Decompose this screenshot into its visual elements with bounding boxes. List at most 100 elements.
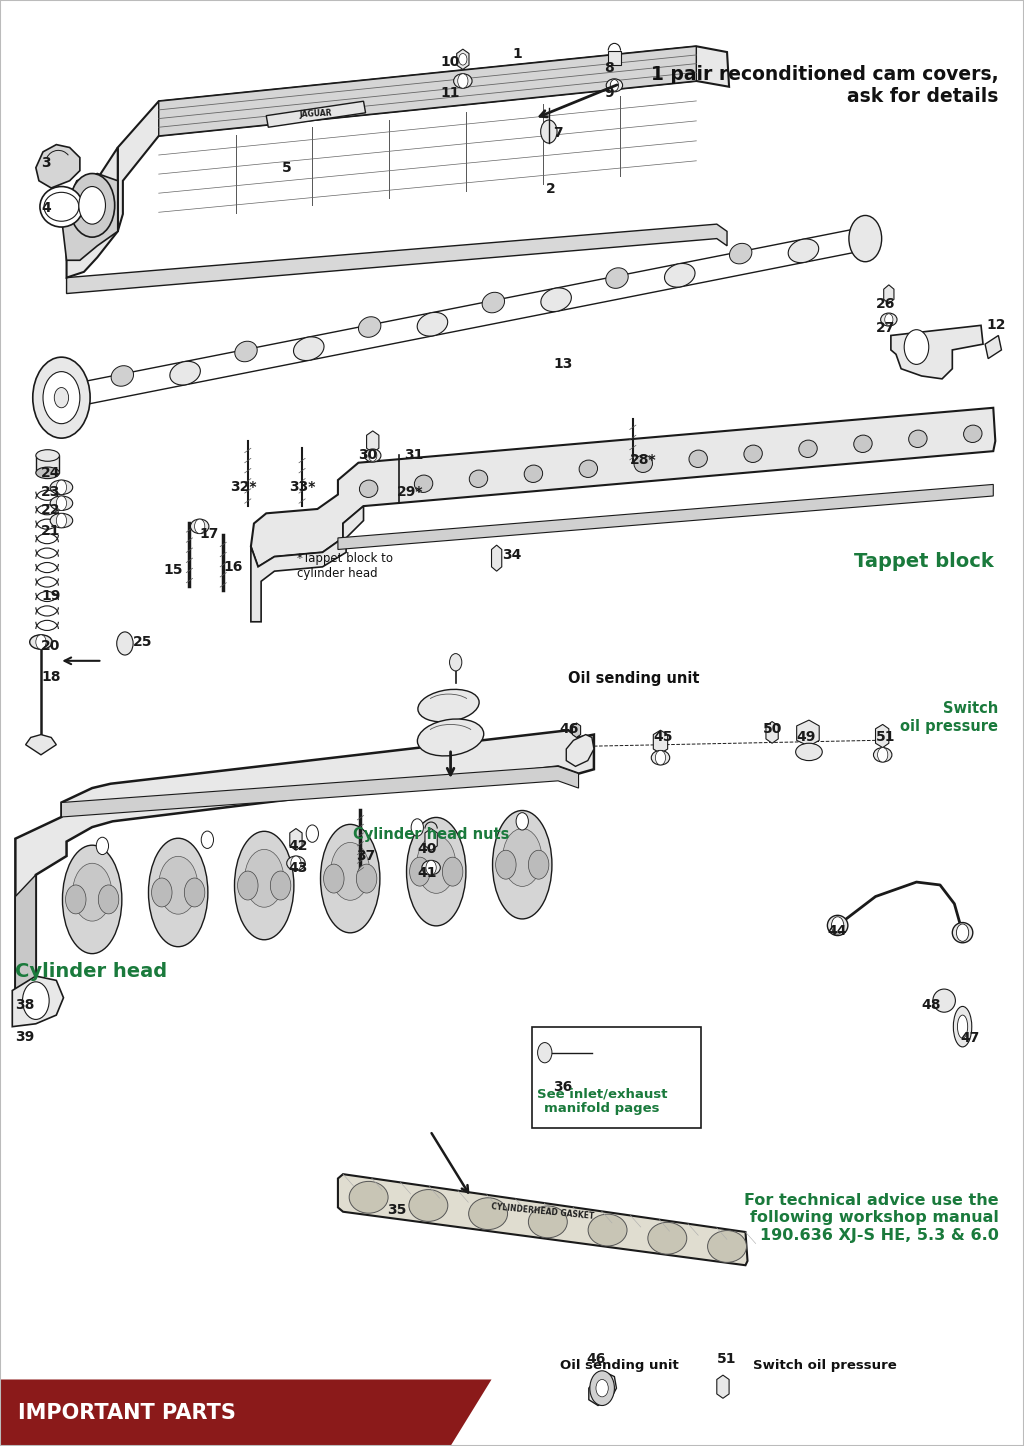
Ellipse shape	[40, 187, 83, 227]
Circle shape	[610, 80, 618, 91]
Text: 10: 10	[440, 55, 460, 69]
Ellipse shape	[528, 1206, 567, 1238]
Ellipse shape	[788, 239, 819, 263]
Circle shape	[956, 924, 969, 941]
Text: 11: 11	[440, 85, 460, 100]
Ellipse shape	[454, 74, 472, 88]
Polygon shape	[15, 875, 36, 1001]
Ellipse shape	[541, 288, 571, 311]
Ellipse shape	[407, 817, 466, 925]
Ellipse shape	[665, 263, 695, 288]
Ellipse shape	[933, 989, 955, 1012]
Ellipse shape	[415, 476, 433, 493]
Circle shape	[655, 750, 666, 765]
Text: See inlet/exhaust
manifold pages: See inlet/exhaust manifold pages	[537, 1087, 668, 1115]
Circle shape	[184, 878, 205, 907]
Ellipse shape	[689, 450, 708, 467]
Polygon shape	[566, 735, 594, 766]
Polygon shape	[15, 730, 594, 1001]
Ellipse shape	[331, 843, 370, 901]
Polygon shape	[36, 145, 80, 188]
Circle shape	[426, 860, 436, 875]
Text: 22: 22	[41, 503, 60, 518]
Circle shape	[306, 824, 318, 842]
Ellipse shape	[36, 467, 59, 479]
Text: 45: 45	[653, 730, 673, 745]
Ellipse shape	[908, 429, 927, 447]
Circle shape	[96, 837, 109, 855]
Text: 34: 34	[502, 548, 521, 562]
Circle shape	[459, 54, 467, 65]
Ellipse shape	[245, 849, 284, 907]
Circle shape	[238, 870, 258, 899]
Ellipse shape	[588, 1215, 627, 1246]
Polygon shape	[0, 1379, 492, 1446]
Circle shape	[36, 635, 46, 649]
Text: 46: 46	[587, 1352, 606, 1366]
Text: 21: 21	[41, 523, 60, 538]
Circle shape	[411, 818, 424, 836]
Text: 25: 25	[133, 635, 153, 649]
Text: 35: 35	[387, 1203, 407, 1218]
Circle shape	[878, 748, 888, 762]
Ellipse shape	[234, 341, 257, 362]
Text: 12: 12	[986, 318, 1006, 333]
Polygon shape	[608, 51, 621, 65]
Circle shape	[450, 654, 462, 671]
Ellipse shape	[827, 915, 848, 936]
Text: 38: 38	[15, 998, 35, 1012]
Circle shape	[79, 187, 105, 224]
Text: 37: 37	[356, 849, 376, 863]
Text: Switch oil pressure: Switch oil pressure	[753, 1359, 896, 1372]
Ellipse shape	[729, 243, 752, 263]
Text: 42: 42	[289, 839, 308, 853]
Ellipse shape	[957, 1015, 968, 1038]
Circle shape	[831, 917, 844, 934]
Ellipse shape	[854, 435, 872, 453]
Polygon shape	[251, 506, 364, 622]
Polygon shape	[67, 147, 118, 278]
Text: 28*: 28*	[630, 453, 656, 467]
Circle shape	[117, 632, 133, 655]
Ellipse shape	[62, 844, 122, 954]
Ellipse shape	[365, 448, 381, 461]
Ellipse shape	[422, 860, 440, 875]
Text: 20: 20	[41, 639, 60, 654]
Ellipse shape	[503, 829, 542, 886]
Text: JAGUAR: JAGUAR	[299, 108, 332, 120]
Polygon shape	[26, 735, 56, 755]
Text: 16: 16	[223, 560, 243, 574]
Text: 8: 8	[604, 61, 614, 75]
Ellipse shape	[321, 824, 380, 933]
Polygon shape	[797, 720, 819, 746]
Polygon shape	[492, 545, 502, 571]
Ellipse shape	[418, 690, 479, 722]
Ellipse shape	[648, 1222, 687, 1254]
Text: Oil sending unit: Oil sending unit	[568, 671, 699, 685]
Circle shape	[56, 480, 67, 495]
Text: 3: 3	[41, 156, 50, 171]
Circle shape	[98, 885, 119, 914]
Ellipse shape	[493, 810, 552, 920]
Ellipse shape	[469, 1197, 508, 1229]
Circle shape	[442, 857, 463, 886]
Circle shape	[43, 372, 80, 424]
Ellipse shape	[349, 1181, 388, 1213]
Text: 27: 27	[876, 321, 895, 335]
Polygon shape	[589, 1374, 616, 1406]
Circle shape	[496, 850, 516, 879]
Polygon shape	[338, 1174, 748, 1265]
Polygon shape	[61, 174, 118, 260]
Ellipse shape	[953, 1006, 972, 1047]
Text: 23: 23	[41, 484, 60, 499]
Ellipse shape	[418, 719, 483, 756]
Circle shape	[516, 813, 528, 830]
Ellipse shape	[287, 856, 305, 870]
Text: 33*: 33*	[289, 480, 315, 495]
Circle shape	[885, 314, 893, 325]
Ellipse shape	[606, 268, 628, 288]
Ellipse shape	[44, 192, 79, 221]
Ellipse shape	[170, 362, 201, 385]
Text: 40: 40	[418, 842, 437, 856]
Polygon shape	[36, 455, 59, 473]
